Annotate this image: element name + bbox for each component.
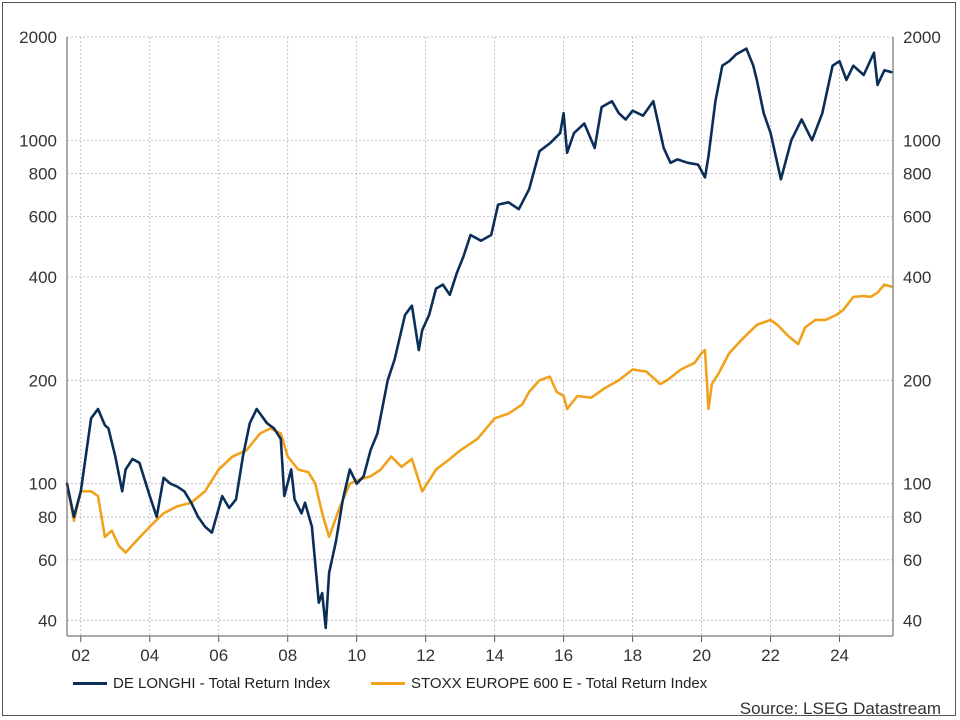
y-tick-label-right: 40 — [903, 611, 922, 630]
y-tick-label-right: 2000 — [903, 28, 941, 47]
y-tick-label-right: 400 — [903, 268, 931, 287]
y-tick-label-left: 400 — [29, 268, 57, 287]
legend-item-delonghi: DE LONGHI - Total Return Index — [73, 675, 330, 692]
source-note: Source: LSEG Datastream — [739, 699, 941, 718]
x-tick-label: 20 — [692, 646, 711, 665]
x-tick-label: 16 — [554, 646, 573, 665]
y-tick-label-right: 200 — [903, 371, 931, 390]
y-tick-label-right: 1000 — [903, 131, 941, 150]
line-chart: 40 40 60 60 80 80 100 100 200 200 400 400 600 600 800 8… — [19, 28, 941, 665]
series-line-stoxx — [65, 283, 893, 554]
x-tick-label: 10 — [347, 646, 366, 665]
y-tick-label-left: 60 — [38, 551, 57, 570]
tick-labels: 40 40 60 60 80 80 100 100 200 200 400 400 600 600 800 8… — [19, 28, 941, 665]
y-tick-label-left: 80 — [38, 508, 57, 527]
y-tick-label-right: 800 — [903, 165, 931, 184]
y-tick-label-left: 200 — [29, 371, 57, 390]
y-tick-label-left: 2000 — [19, 28, 57, 47]
legend-label-delonghi: DE LONGHI - Total Return Index — [113, 675, 331, 692]
axes — [66, 37, 894, 642]
series-line-delonghi — [65, 47, 893, 630]
x-tick-label: 12 — [416, 646, 435, 665]
x-tick-label: 04 — [140, 646, 159, 665]
y-tick-label-left: 600 — [29, 208, 57, 227]
y-tick-label-left: 40 — [38, 611, 57, 630]
legend-label-stoxx: STOXX EUROPE 600 E - Total Return Index — [411, 675, 708, 692]
x-tick-label: 18 — [623, 646, 642, 665]
x-tick-label: 08 — [278, 646, 297, 665]
series-lines — [65, 47, 893, 630]
y-tick-label-right: 60 — [903, 551, 922, 570]
legend-swatch-stoxx — [371, 682, 405, 685]
x-tick-label: 06 — [209, 646, 228, 665]
x-tick-label: 22 — [761, 646, 780, 665]
legend-item-stoxx: STOXX EUROPE 600 E - Total Return Index — [371, 675, 707, 692]
x-tick-label: 02 — [71, 646, 90, 665]
y-tick-label-right: 80 — [903, 508, 922, 527]
x-tick-label: 24 — [830, 646, 849, 665]
y-tick-label-right: 100 — [903, 475, 931, 494]
y-tick-label-left: 1000 — [19, 131, 57, 150]
y-tick-label-left: 800 — [29, 165, 57, 184]
x-tick-label: 14 — [485, 646, 504, 665]
y-tick-label-left: 100 — [29, 475, 57, 494]
grid-lines — [67, 36, 893, 636]
legend-swatch-delonghi — [73, 682, 107, 685]
y-tick-label-right: 600 — [903, 208, 931, 227]
